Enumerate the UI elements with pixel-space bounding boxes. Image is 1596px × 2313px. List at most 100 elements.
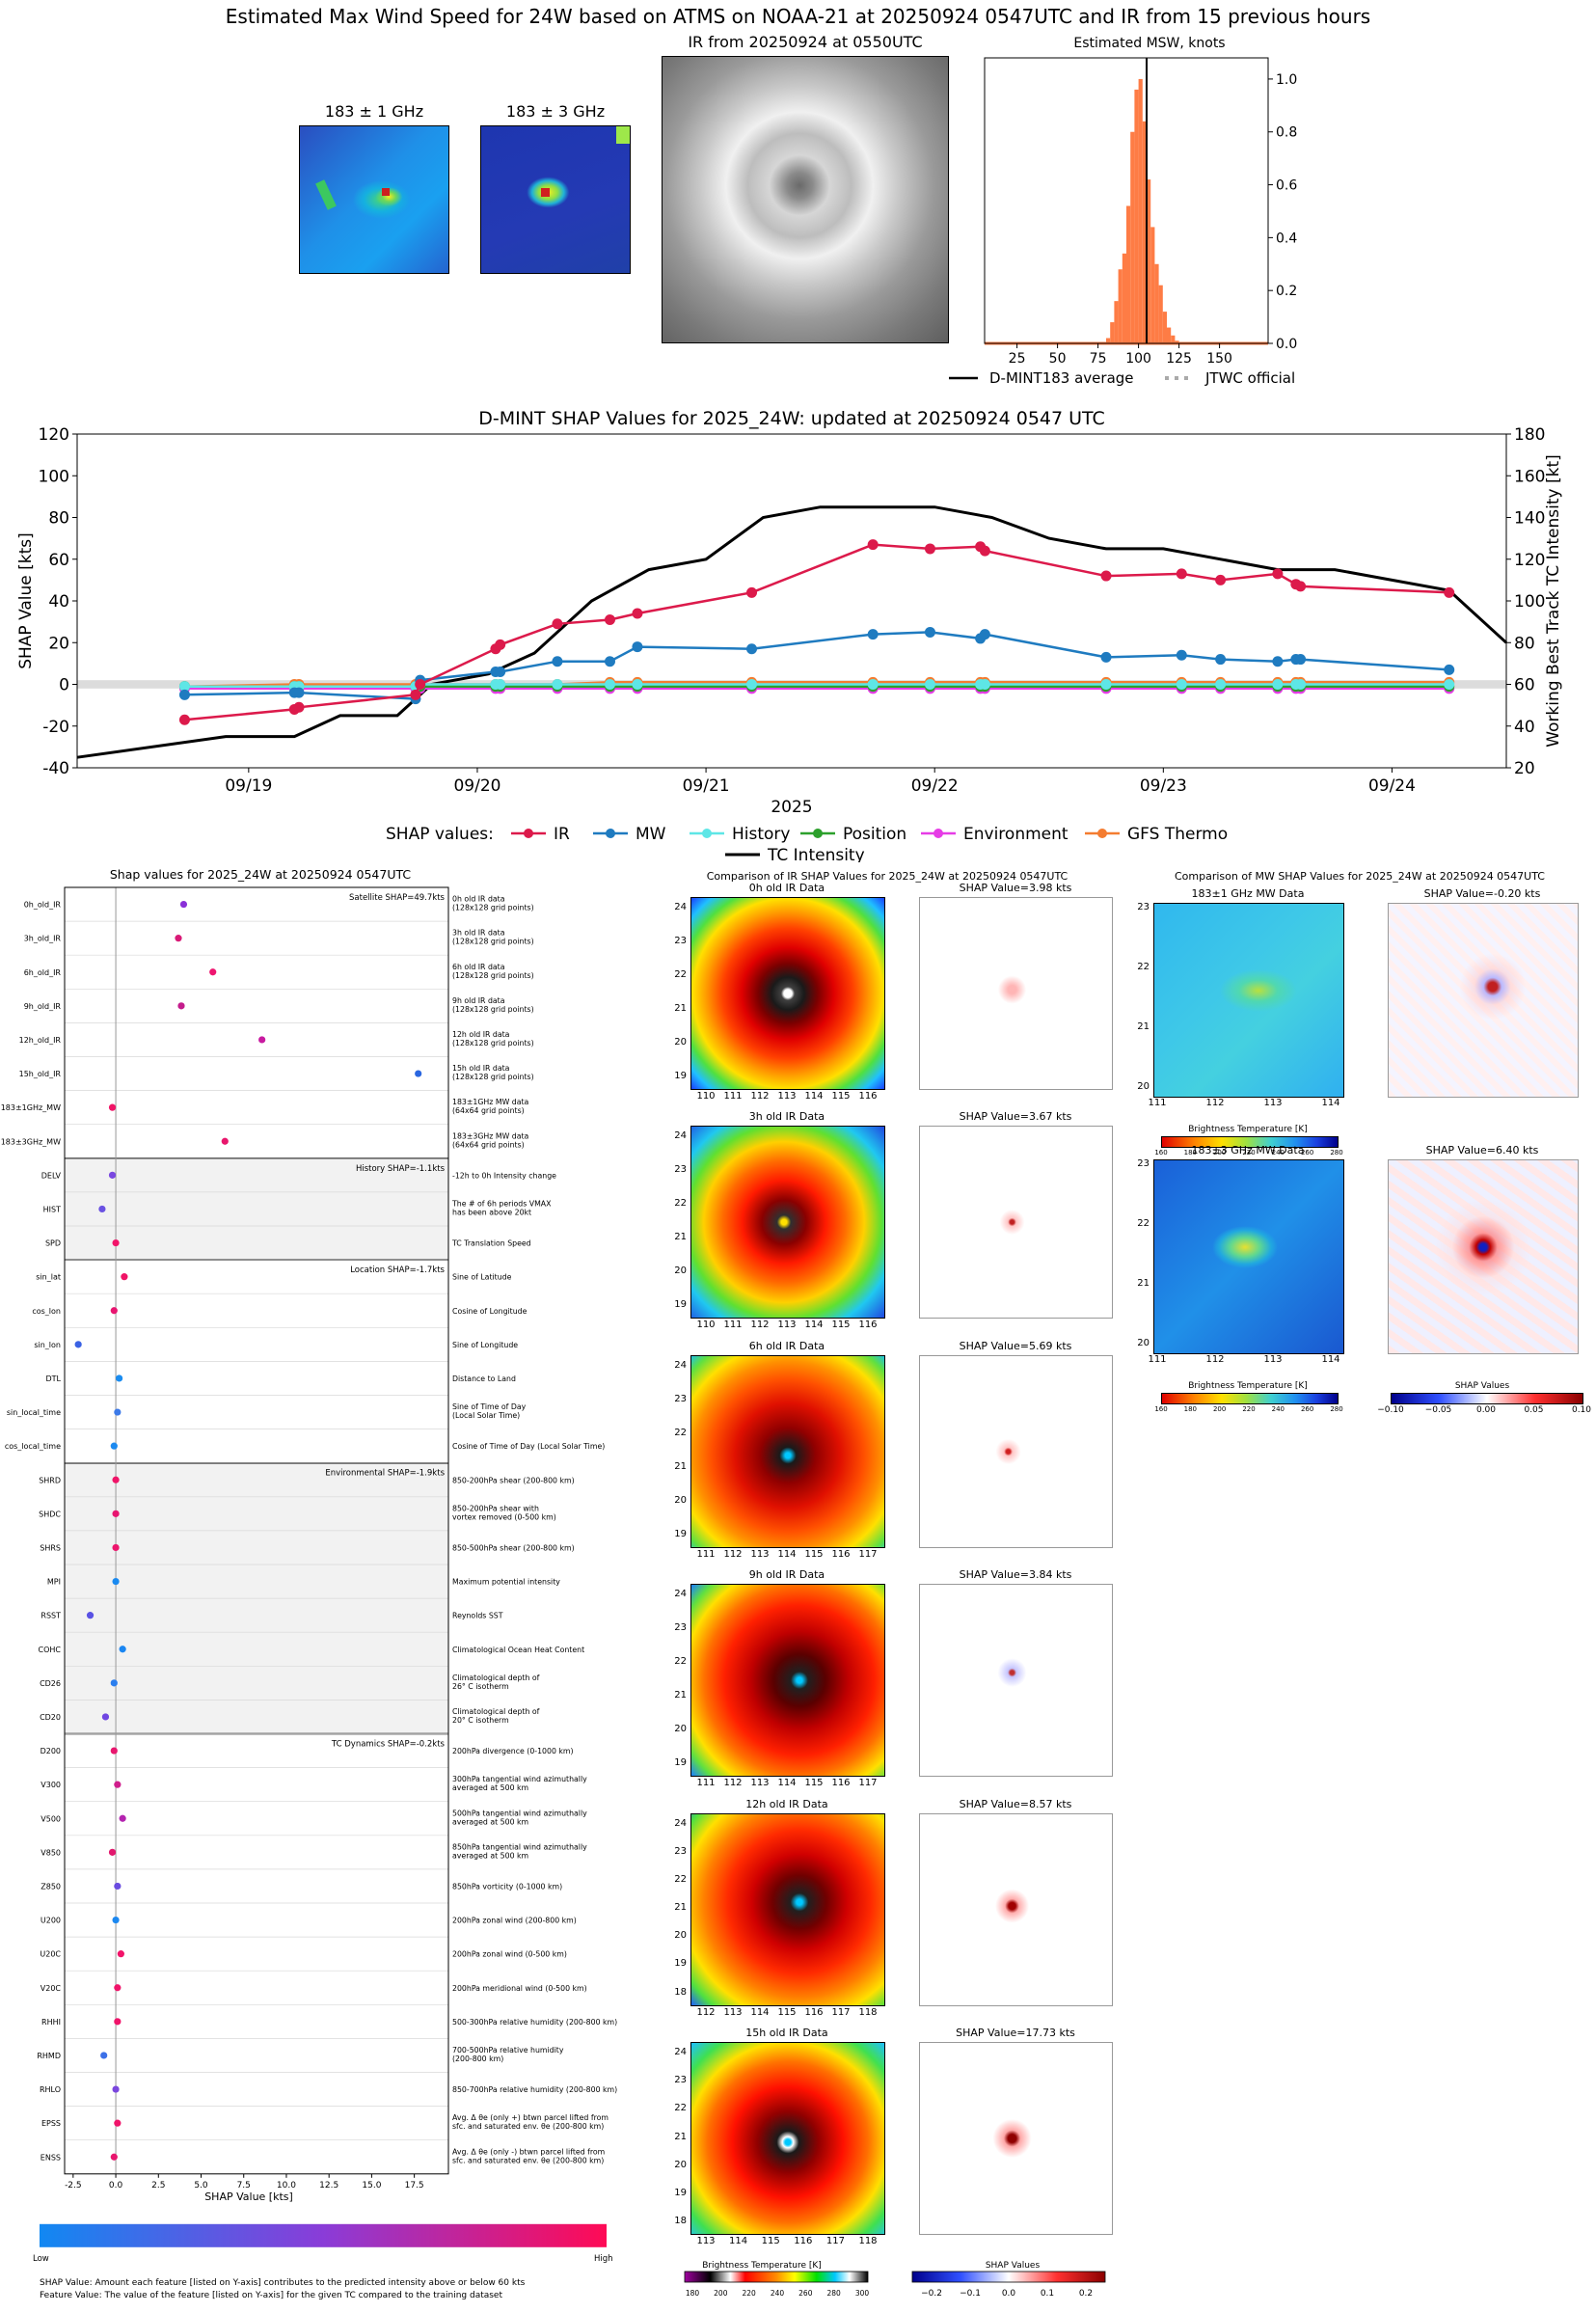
feature-description: TC Translation Speed bbox=[451, 1239, 531, 1248]
ir-panel-image bbox=[690, 2042, 885, 2235]
feature-description: 850-500hPa shear (200-800 km) bbox=[452, 1543, 575, 1552]
mw-shap-colorbar bbox=[1391, 1393, 1583, 1404]
ir-shap-colorbar bbox=[911, 2271, 1106, 2283]
feature-description: sfc. and saturated env. θe (200-800 km) bbox=[452, 2156, 604, 2164]
hist-xtick-label: 25 bbox=[1009, 351, 1026, 367]
ir-ytick-label: 24 bbox=[674, 902, 687, 912]
feature-description: 850hPa vorticity (0-1000 km) bbox=[452, 1882, 562, 1891]
ir-xtick-label: 115 bbox=[804, 1778, 824, 1789]
series-point-history bbox=[1176, 679, 1187, 690]
ts-xtick-label: 09/21 bbox=[683, 776, 730, 796]
ir-panel-title: 9h old IR Data bbox=[748, 1568, 825, 1582]
ir-shap-panel-image bbox=[919, 1812, 1113, 2006]
ts-ylabel-right: Working Best Track TC Intensity [kt] bbox=[1544, 454, 1563, 748]
feature-point bbox=[114, 1984, 122, 1992]
ir-panel-image bbox=[690, 1354, 885, 1548]
feature-description: (128x128 grid points) bbox=[452, 1073, 534, 1081]
feature-label: 9h_old_IR bbox=[24, 1002, 62, 1011]
hist-bar bbox=[1110, 322, 1115, 343]
mw-bt-tick-label: 200 bbox=[1212, 1149, 1227, 1156]
hist-bar bbox=[1130, 131, 1135, 343]
feature-point bbox=[112, 1510, 120, 1517]
bs-xtick-label: 5.0 bbox=[194, 2181, 208, 2191]
ir-ytick-label: 23 bbox=[674, 1622, 687, 1634]
feature-label: SHRS bbox=[40, 1543, 61, 1552]
ir-ytick-label: 24 bbox=[674, 1359, 687, 1371]
mw-xtick-label: 112 bbox=[1205, 1354, 1225, 1365]
ir-ytick-label: 20 bbox=[674, 1037, 687, 1048]
feature-point bbox=[221, 1137, 229, 1145]
hist-bar bbox=[1175, 340, 1179, 343]
ir-ytick-label: 22 bbox=[674, 1198, 687, 1210]
mw-bt-tick-label: 220 bbox=[1242, 1149, 1256, 1156]
ir-shap-panel-title: SHAP Value=8.57 kts bbox=[959, 1797, 1072, 1810]
ts-xtick-label: 09/23 bbox=[1140, 776, 1187, 796]
ir-ytick-label: 19 bbox=[674, 1071, 687, 1081]
ir-xtick-label: 113 bbox=[696, 2236, 716, 2246]
feature-label: U200 bbox=[41, 1917, 61, 1925]
feature-description: Reynolds SST bbox=[452, 1612, 503, 1620]
legend-label: History bbox=[732, 825, 790, 844]
mw-bt-tick-label: 260 bbox=[1300, 1405, 1314, 1413]
ir-xtick-label: 111 bbox=[696, 1778, 716, 1789]
series-point-ir bbox=[1215, 574, 1227, 585]
series-point-history bbox=[924, 679, 935, 690]
ir-xtick-label: 117 bbox=[825, 2236, 845, 2246]
series-point-ir bbox=[632, 608, 643, 619]
ir-ytick-label: 23 bbox=[674, 1393, 687, 1404]
feature-point bbox=[177, 1002, 185, 1010]
bs-xtick-label: 7.5 bbox=[237, 2181, 251, 2191]
series-point-ir bbox=[867, 539, 879, 551]
feature-point bbox=[119, 1646, 126, 1653]
mw-shap-tick-label: 0.00 bbox=[1475, 1405, 1497, 1415]
hist-bar bbox=[1134, 89, 1139, 343]
ts-ytick-label: -40 bbox=[42, 759, 69, 778]
feature-description: averaged at 500 km bbox=[452, 1783, 528, 1792]
suptitle: Estimated Max Wind Speed for 24W based o… bbox=[225, 5, 1371, 28]
feature-description: (128x128 grid points) bbox=[452, 904, 534, 912]
ts-ytick-right-label: 20 bbox=[1514, 759, 1535, 778]
beeswarm-chart: Shap values for 2025_24W at 20250924 054… bbox=[1, 867, 617, 2264]
feature-description: 200hPa zonal wind (200-800 km) bbox=[452, 1917, 577, 1925]
ir-ytick-label: 21 bbox=[674, 1902, 687, 1914]
feature-description: Distance to Land bbox=[452, 1374, 516, 1383]
ir-bt-tick-label: 260 bbox=[798, 2289, 813, 2298]
series-point-mw bbox=[867, 629, 879, 640]
ts-ytick-label: 80 bbox=[48, 509, 69, 529]
feature-point bbox=[114, 1882, 122, 1891]
hist-bar bbox=[1138, 78, 1143, 343]
ir-ytick-label: 22 bbox=[674, 1656, 687, 1668]
timeseries-frame bbox=[76, 433, 1507, 769]
feature-point bbox=[112, 1916, 120, 1924]
legend-avg-label: D-MINT183 average bbox=[989, 369, 1134, 387]
series-point-mw bbox=[293, 687, 305, 698]
ts-ytick-right-label: 100 bbox=[1514, 592, 1545, 612]
footnote-1: SHAP Value: Amount each feature [listed … bbox=[40, 2278, 526, 2288]
series-point-ir bbox=[293, 701, 305, 713]
ir-shap-panel-title: SHAP Value=17.73 kts bbox=[956, 2027, 1075, 2039]
feature-description: sfc. and saturated env. θe (200-800 km) bbox=[452, 2122, 604, 2131]
feature-description: 20° C isotherm bbox=[452, 1716, 509, 1725]
mw1-image bbox=[299, 125, 449, 274]
feature-point bbox=[114, 2119, 122, 2127]
hist-bar bbox=[1118, 269, 1123, 343]
ir-xtick-label: 116 bbox=[858, 1091, 878, 1102]
feature-label: COHC bbox=[39, 1646, 62, 1654]
ts-ytick-label: 40 bbox=[48, 592, 69, 612]
feature-description: Cosine of Time of Day (Local Solar Time) bbox=[452, 1442, 605, 1451]
mw-shap-tick-label: 0.10 bbox=[1571, 1405, 1592, 1415]
hist-ytick-label: 0.2 bbox=[1276, 284, 1297, 299]
bs-xtick-label: 12.5 bbox=[319, 2181, 338, 2191]
ir-xtick-label: 112 bbox=[750, 1091, 770, 1102]
feature-description: (128x128 grid points) bbox=[452, 1005, 534, 1014]
series-point-ir bbox=[979, 545, 990, 557]
feature-description: 9h old IR data bbox=[452, 996, 505, 1005]
feature-label: EPSS bbox=[41, 2119, 61, 2128]
series-point-history bbox=[1100, 679, 1112, 690]
feature-point bbox=[209, 968, 217, 976]
ts-xtick-label: 09/19 bbox=[225, 776, 272, 796]
ir-xtick-label: 117 bbox=[858, 1548, 878, 1560]
feature-description: Avg. Δ θe (only -) btwn parcel lifted fr… bbox=[452, 2147, 605, 2156]
mw-panel-title: 183±3 GHz MW Data bbox=[1191, 1144, 1305, 1156]
feature-description: Sine of Longitude bbox=[452, 1341, 518, 1349]
